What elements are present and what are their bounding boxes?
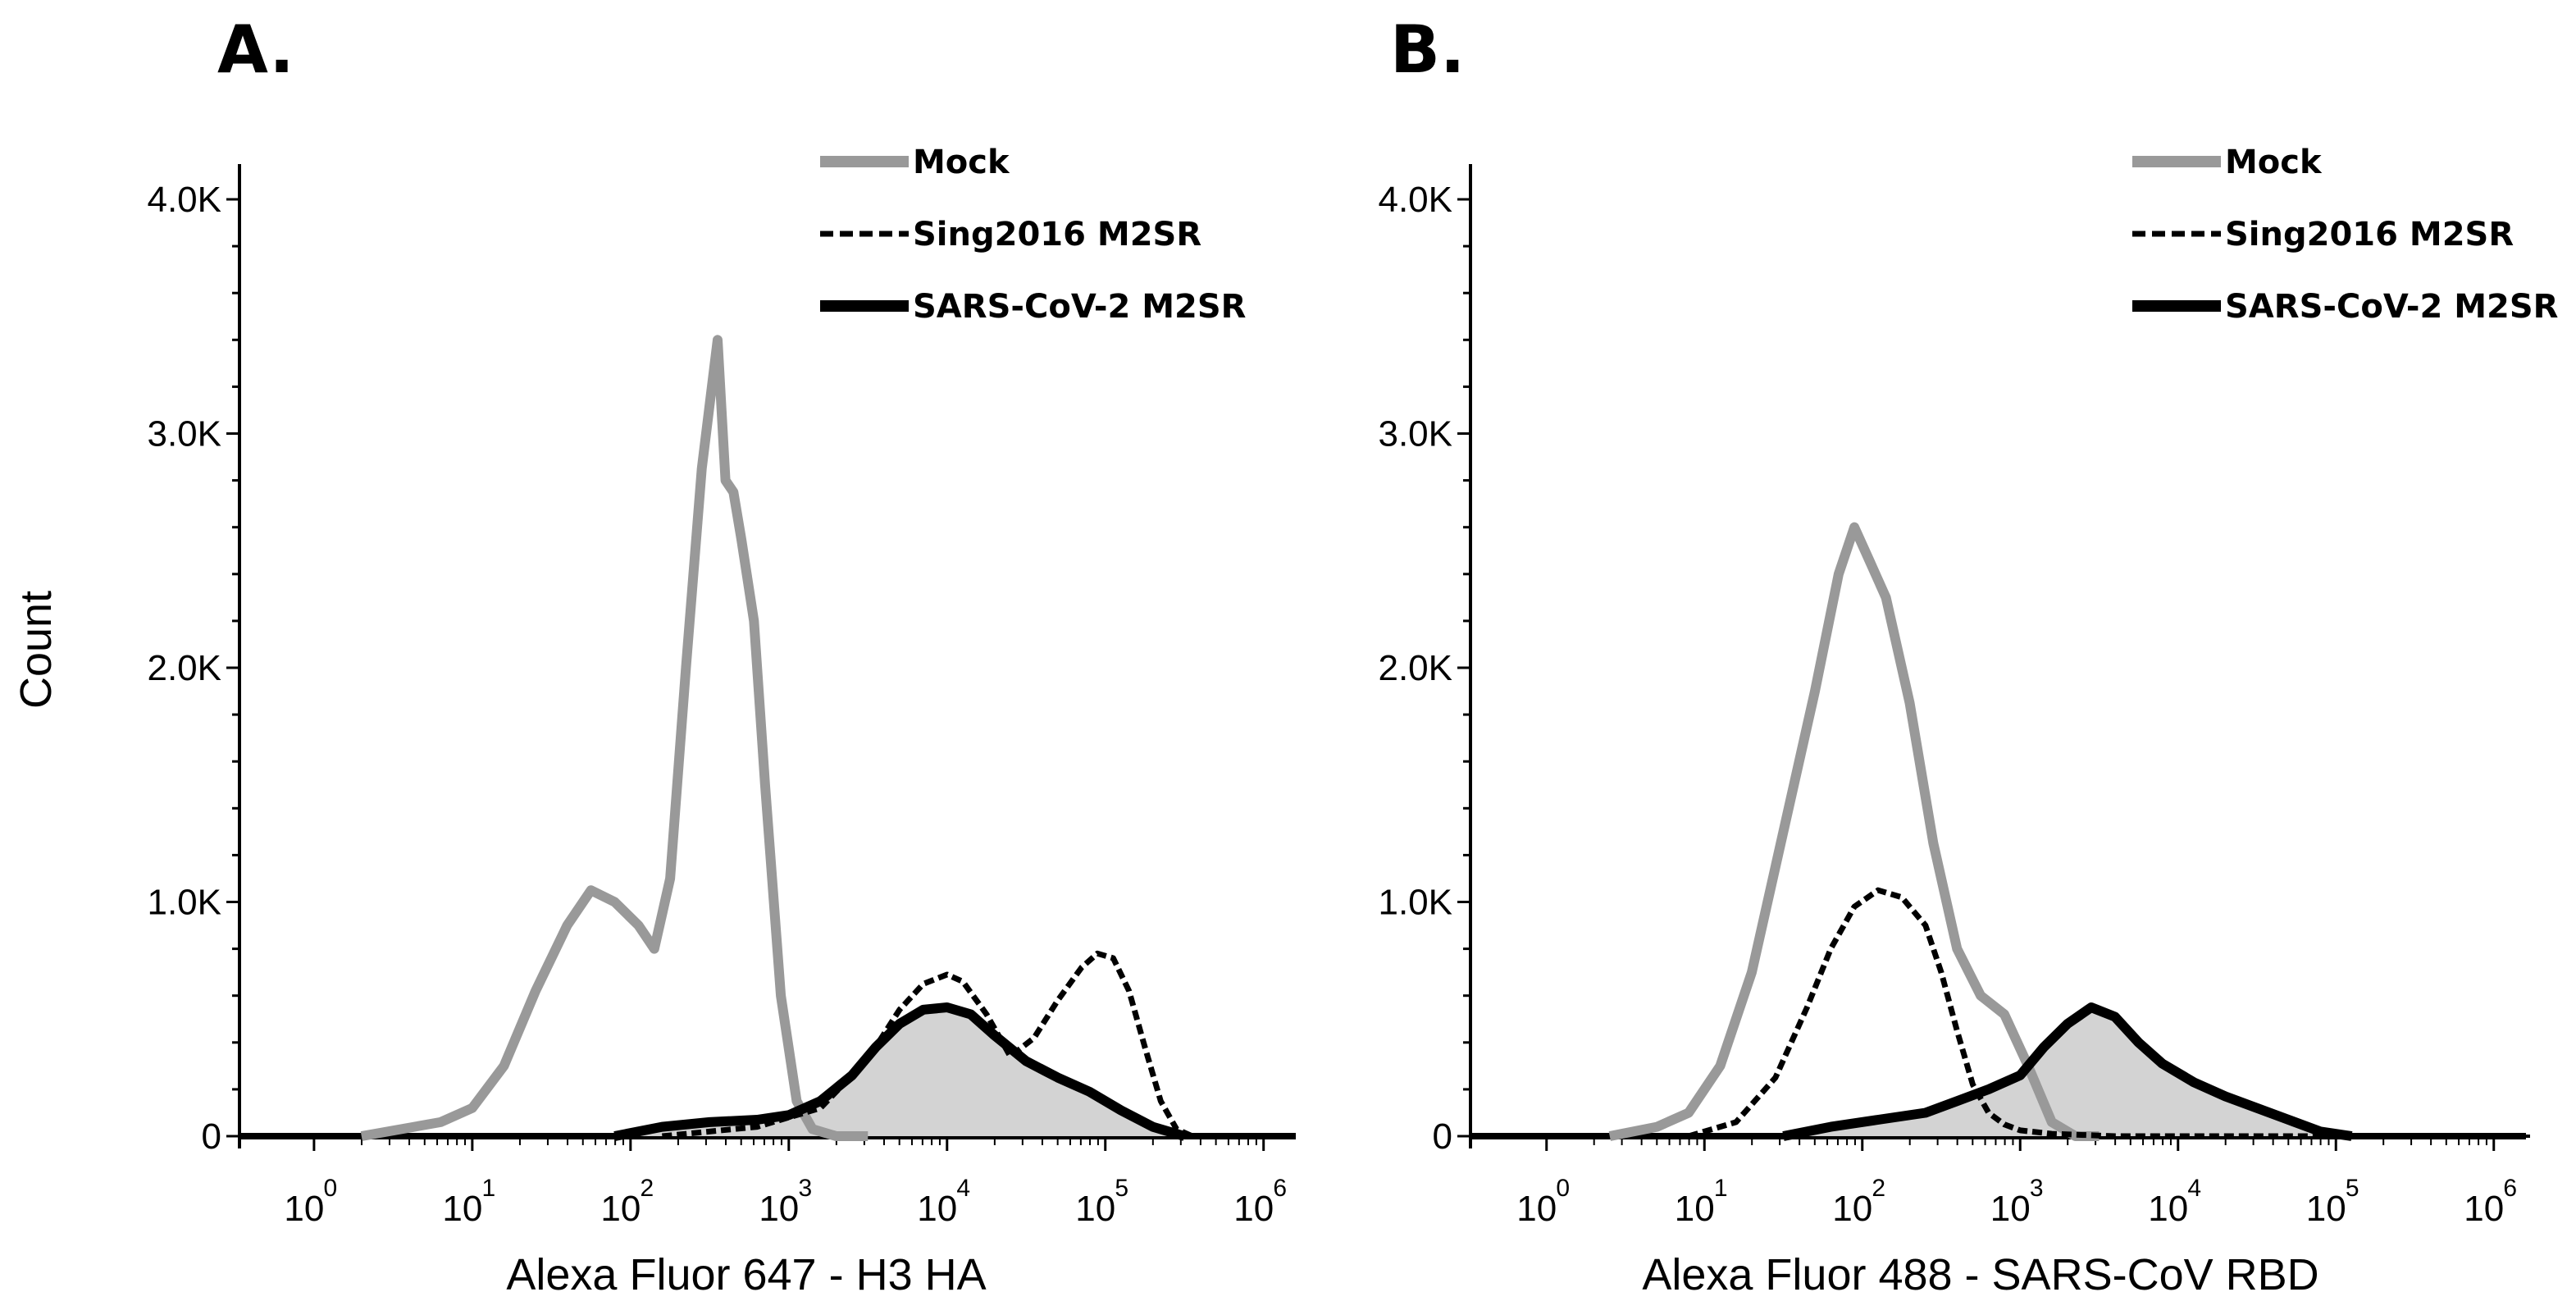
legend-b: Mock Sing2016 M2SR SARS-CoV-2 M2SR — [2132, 144, 2558, 326]
y-axis-label: Count — [11, 591, 61, 709]
x-tick-label: 10 — [1832, 1189, 1872, 1229]
y-tick-label: 1.0K — [147, 883, 221, 923]
x-tick-label: 10 — [1990, 1189, 2031, 1229]
x-tick-label: 10 — [2464, 1189, 2504, 1229]
panel-label-a: A. — [217, 11, 294, 88]
x-tick-exponent: 2 — [1872, 1175, 1885, 1202]
x-tick-exponent: 6 — [2503, 1175, 2517, 1202]
y-ticks-b: 0 1.0K 2.0K 3.0K 4.0K — [1378, 180, 1470, 1157]
legend-label-sars-b: SARS-CoV-2 M2SR — [2225, 288, 2558, 326]
x-tick-label: 10 — [284, 1189, 324, 1229]
legend-label-sing-b: Sing2016 M2SR — [2225, 216, 2514, 253]
x-tick-label: 10 — [1516, 1189, 1557, 1229]
y-tick-label: 0 — [1433, 1116, 1452, 1157]
x-tick-label: 10 — [917, 1189, 957, 1229]
x-tick-label: 10 — [1075, 1189, 1115, 1229]
x-tick-label: 10 — [759, 1189, 799, 1229]
x-tick-exponent: 3 — [798, 1175, 812, 1202]
panel-b: B. 01.0K2.0K3.0K4.0K 1001011021031041051… — [1378, 11, 2558, 1299]
legend-a: Mock Sing2016 M2SR SARS-CoV-2 M2SR — [820, 144, 1246, 326]
x-tick-exponent: 4 — [2187, 1175, 2201, 1202]
x-tick-exponent: 1 — [1714, 1175, 1728, 1202]
x-tick-exponent: 5 — [1115, 1175, 1128, 1202]
panel-label-b: B. — [1390, 11, 1465, 88]
legend-label-sing-a: Sing2016 M2SR — [913, 216, 1201, 253]
legend-label-mock-b: Mock — [2225, 144, 2323, 181]
series-area-sars-b — [1783, 1007, 2352, 1136]
y-tick-label: 2.0K — [1378, 648, 1452, 688]
x-tick-exponent: 3 — [2030, 1175, 2044, 1202]
y-tick-label: 3.0K — [1378, 414, 1452, 454]
series-line-mock-b — [1608, 522, 2100, 1141]
x-tick-exponent: 2 — [640, 1175, 654, 1202]
y-tick-label: 3.0K — [147, 414, 221, 454]
series-area-sars-a — [614, 1007, 1185, 1136]
series-b — [1470, 522, 2526, 1141]
y-ticks-a: 0 1.0K 2.0K 3.0K 4.0K — [147, 180, 239, 1157]
y-tick-label: 4.0K — [147, 180, 221, 220]
x-tick-label: 10 — [600, 1189, 641, 1229]
x-tick-exponent: 1 — [482, 1175, 496, 1202]
x-tick-exponent: 0 — [1556, 1175, 1570, 1202]
series-line-sars-a — [613, 1002, 1186, 1141]
y-tick-label: 4.0K — [1378, 180, 1452, 220]
x-tick-label: 10 — [2306, 1189, 2346, 1229]
x-tick-exponent: 6 — [1273, 1175, 1287, 1202]
legend-label-mock-a: Mock — [913, 144, 1010, 181]
x-axis-label-a: Alexa Fluor 647 - H3 HA — [506, 1250, 986, 1299]
series-line-sing-b — [1688, 887, 2415, 1139]
x-tick-label: 10 — [1233, 1189, 1274, 1229]
x-axis-label-b: Alexa Fluor 488 - SARS-CoV RBD — [1642, 1250, 2318, 1299]
x-tick-label: 10 — [1675, 1189, 1715, 1229]
series-a — [239, 335, 1296, 1141]
y-tick-label: 2.0K — [147, 648, 221, 688]
series-line-sars-b — [1782, 1002, 2353, 1141]
x-tick-label: 10 — [2148, 1189, 2188, 1229]
panel-a: A. 01.0K2.0K3.0K4.0K 1001011021031041051… — [11, 11, 1296, 1299]
x-tick-label: 10 — [442, 1189, 482, 1229]
y-tick-label: 1.0K — [1378, 883, 1452, 923]
x-tick-exponent: 0 — [324, 1175, 338, 1202]
y-tick-label: 0 — [202, 1116, 221, 1157]
x-tick-exponent: 4 — [956, 1175, 970, 1202]
x-tick-exponent: 5 — [2346, 1175, 2359, 1202]
series-line-mock-a — [360, 335, 869, 1141]
legend-label-sars-a: SARS-CoV-2 M2SR — [913, 288, 1246, 326]
